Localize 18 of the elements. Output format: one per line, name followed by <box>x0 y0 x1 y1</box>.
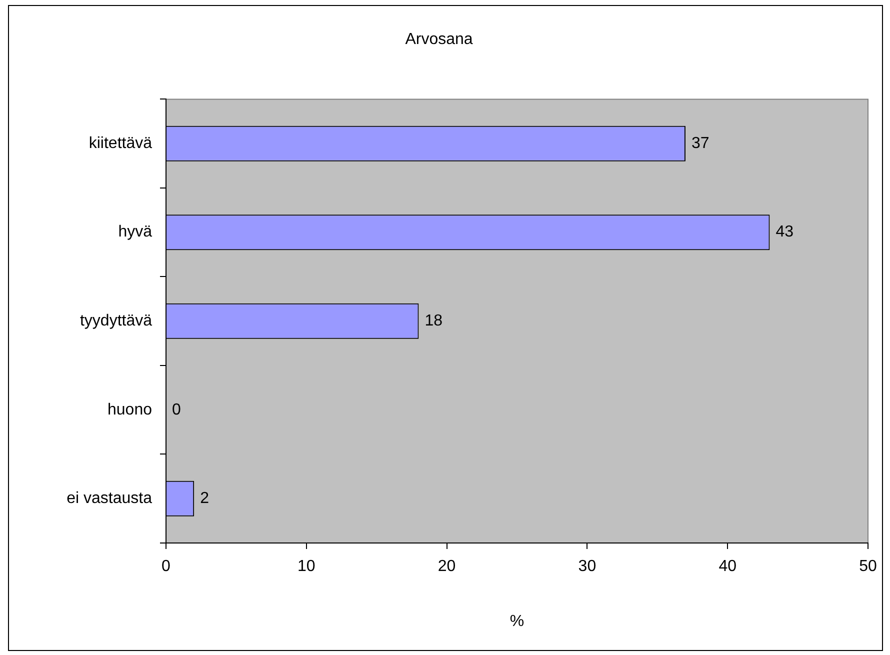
data-label: 43 <box>776 224 794 241</box>
y-tick-label: hyvä <box>118 224 152 241</box>
x-tick-label: 20 <box>438 558 456 576</box>
x-tick-label: 50 <box>859 558 877 576</box>
x-tick-label: 40 <box>718 558 737 576</box>
data-label: 18 <box>424 312 443 330</box>
chart-title: Arvosana <box>405 31 473 48</box>
x-tick-label: 10 <box>298 558 316 576</box>
data-label: 0 <box>172 401 181 418</box>
y-tick-label: huono <box>108 401 152 418</box>
y-tick-label: ei vastausta <box>66 490 152 508</box>
data-label: 37 <box>691 134 710 152</box>
y-tick-label: tyydyttävä <box>80 312 152 330</box>
y-tick-label: kiitettävä <box>88 134 152 152</box>
x-tick-label: 0 <box>162 558 171 576</box>
x-axis-title: % <box>510 612 524 630</box>
x-tick-label: 30 <box>578 558 596 576</box>
data-label: 2 <box>200 490 210 508</box>
